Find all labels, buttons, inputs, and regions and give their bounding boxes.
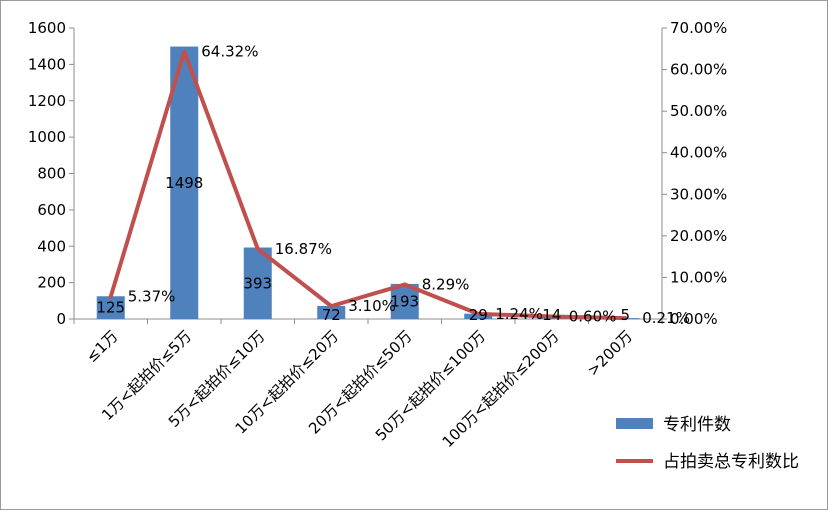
right-axis-tick-label: 70.00% xyxy=(670,19,727,37)
left-axis-tick-label: 600 xyxy=(37,201,66,219)
line-point xyxy=(549,314,554,319)
labels-layer: 125 1498 393 72 193 29 14 5 5.37% 64.32% 16.87% 3.1… xyxy=(96,43,689,328)
left-axis-tick-label: 800 xyxy=(37,165,66,183)
bar-value-label: 29 xyxy=(469,306,488,324)
left-axis-tick-label: 400 xyxy=(37,237,66,255)
line-value-label: 16.87% xyxy=(275,240,332,258)
axes-layer: 0 200 400 600 800 1000 1200 1400 1600 0.00% 10.00%… xyxy=(28,19,727,451)
line-value-label: 64.32% xyxy=(201,43,258,61)
line-point xyxy=(476,311,481,316)
line-value-label: 0.21% xyxy=(642,309,690,327)
left-axis-tick-label: 1000 xyxy=(28,128,66,146)
bar xyxy=(96,296,125,319)
line-value-label: 5.37% xyxy=(128,288,176,306)
bar-value-label: 5 xyxy=(620,306,630,324)
left-axis-tick-label: 200 xyxy=(37,274,66,292)
legend-line-label: 占拍卖总专利数比 xyxy=(663,452,799,472)
right-axis-tick-label: 50.00% xyxy=(670,102,727,120)
right-axis-tick-label: 10.00% xyxy=(670,268,727,286)
bar xyxy=(243,247,272,319)
bar-value-label: 72 xyxy=(322,306,341,324)
bar xyxy=(464,313,493,319)
line-point xyxy=(182,49,187,54)
line-value-label: 8.29% xyxy=(422,276,470,294)
bar-value-label: 125 xyxy=(96,299,125,317)
right-axis-tick-label: 30.00% xyxy=(670,185,727,203)
left-axis-tick-label: 0 xyxy=(56,310,66,328)
bar-value-label: 193 xyxy=(390,292,419,310)
legend-bar-swatch xyxy=(616,418,653,429)
line-layer xyxy=(108,49,628,321)
line-value-label: 3.10% xyxy=(348,297,396,315)
right-axis-tick-label: 60.00% xyxy=(670,61,727,79)
bar xyxy=(170,46,199,320)
line-point xyxy=(623,316,628,321)
bar-value-label: 14 xyxy=(542,306,561,324)
line-point xyxy=(402,282,407,287)
left-axis-tick-label: 1600 xyxy=(28,19,66,37)
right-axis-tick-label: 20.00% xyxy=(670,227,727,245)
left-axis-tick-label: 1200 xyxy=(28,92,66,110)
legend-bar-label: 专利件数 xyxy=(663,415,731,435)
line-value-label: 1.24% xyxy=(495,305,543,323)
line-value-label: 0.60% xyxy=(569,308,617,326)
line-point xyxy=(329,304,334,309)
bar xyxy=(317,305,346,319)
bar-value-label: 1498 xyxy=(165,174,203,192)
right-axis-tick-label: 40.00% xyxy=(670,144,727,162)
percent-line xyxy=(108,49,628,321)
right-axis-tick-label: 0.00% xyxy=(670,310,718,328)
line-point xyxy=(255,246,260,251)
bar-value-label: 393 xyxy=(243,274,272,292)
x-category-label: >200万 xyxy=(584,327,636,379)
x-category-label: ≤1万 xyxy=(83,327,122,366)
line-point xyxy=(108,294,113,299)
left-axis-tick-label: 1400 xyxy=(28,55,66,73)
